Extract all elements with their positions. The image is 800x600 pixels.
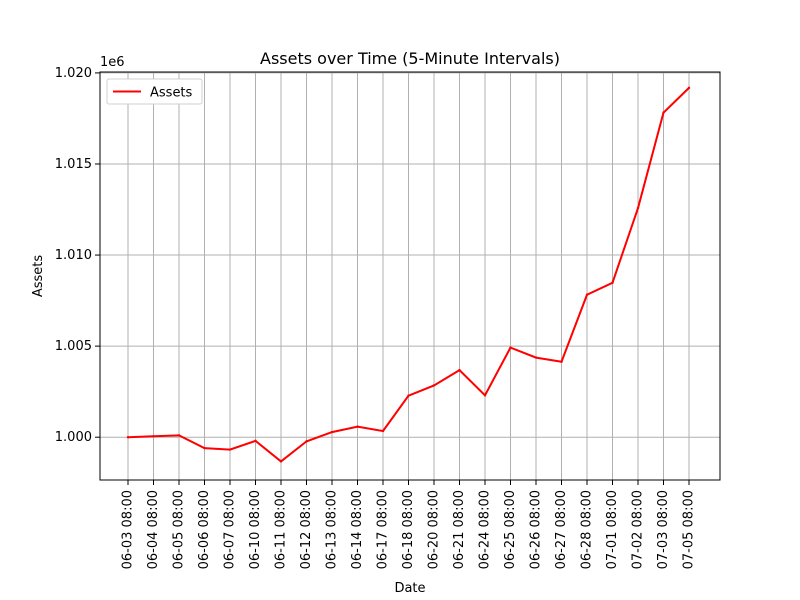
series-point bbox=[687, 86, 691, 90]
x-tick-label: 07-05 08:00 bbox=[682, 490, 697, 569]
x-tick-label: 06-20 08:00 bbox=[427, 490, 442, 569]
series-point bbox=[585, 293, 589, 296]
x-tick-label: 06-03 08:00 bbox=[121, 490, 136, 569]
y-tick-label: 1.000 bbox=[55, 430, 92, 445]
series-point bbox=[662, 111, 665, 114]
series-point bbox=[228, 448, 232, 451]
x-tick-label: 06-26 08:00 bbox=[529, 490, 544, 569]
gridlines bbox=[100, 72, 720, 480]
y-tick-label: 1.020 bbox=[55, 66, 92, 81]
data-points bbox=[126, 86, 691, 463]
series-point bbox=[305, 440, 308, 443]
chart-title: Assets over Time (5-Minute Intervals) bbox=[260, 49, 560, 68]
series-point bbox=[458, 368, 461, 372]
x-tick-label: 07-03 08:00 bbox=[656, 490, 671, 569]
x-tick-label: 06-28 08:00 bbox=[580, 490, 595, 569]
y-tick-label: 1.005 bbox=[55, 339, 92, 354]
series-point bbox=[152, 435, 155, 438]
series-point bbox=[636, 206, 640, 210]
y-axis-label: Assets bbox=[31, 255, 46, 298]
legend: Assets bbox=[106, 78, 203, 105]
series-point bbox=[483, 394, 487, 397]
plot-frame bbox=[99, 71, 721, 481]
x-tick-label: 06-21 08:00 bbox=[452, 490, 467, 569]
x-tick-label: 06-27 08:00 bbox=[554, 490, 569, 569]
series-point bbox=[126, 435, 130, 439]
y-tick-label: 1.010 bbox=[55, 248, 92, 263]
x-tick-label: 06-10 08:00 bbox=[248, 490, 263, 569]
x-tick-label: 06-24 08:00 bbox=[478, 490, 493, 569]
series-point bbox=[381, 429, 385, 433]
x-tick-label: 06-04 08:00 bbox=[146, 490, 161, 569]
y-axis-ticks: 1.000 1.005 1.010 1.015 1.020 bbox=[55, 66, 100, 445]
series-point bbox=[254, 439, 257, 443]
series-point bbox=[611, 281, 614, 284]
x-tick-label: 06-05 08:00 bbox=[172, 490, 187, 569]
series-point bbox=[560, 360, 563, 363]
x-tick-label: 06-06 08:00 bbox=[197, 490, 212, 569]
y-axis-offset-label: 1e6 bbox=[100, 55, 125, 70]
x-tick-label: 06-07 08:00 bbox=[223, 490, 238, 569]
series-point bbox=[356, 425, 359, 428]
y-tick-label: 1.015 bbox=[55, 157, 92, 172]
series-point bbox=[534, 356, 538, 359]
x-tick-label: 06-11 08:00 bbox=[274, 490, 289, 569]
x-axis-ticks: 06-03 08:00 06-04 08:00 06-05 08:00 06-06 0… bbox=[121, 480, 697, 569]
x-tick-label: 06-13 08:00 bbox=[325, 490, 340, 569]
x-tick-label: 06-18 08:00 bbox=[401, 490, 416, 569]
x-tick-label: 06-25 08:00 bbox=[503, 490, 518, 569]
x-tick-label: 06-12 08:00 bbox=[299, 490, 314, 569]
x-tick-label: 07-02 08:00 bbox=[631, 490, 646, 569]
x-tick-label: 06-14 08:00 bbox=[350, 490, 365, 569]
series-point bbox=[432, 384, 436, 387]
x-tick-label: 06-17 08:00 bbox=[376, 490, 391, 569]
x-tick-label: 07-01 08:00 bbox=[605, 490, 620, 569]
series-point bbox=[509, 346, 512, 349]
legend-box bbox=[106, 78, 203, 105]
series-point bbox=[330, 430, 334, 434]
series-point bbox=[407, 394, 410, 397]
series-point bbox=[177, 434, 181, 437]
x-axis-label: Date bbox=[394, 581, 425, 596]
series-point bbox=[203, 446, 206, 450]
legend-label: Assets bbox=[150, 86, 193, 101]
series-point bbox=[279, 460, 283, 463]
